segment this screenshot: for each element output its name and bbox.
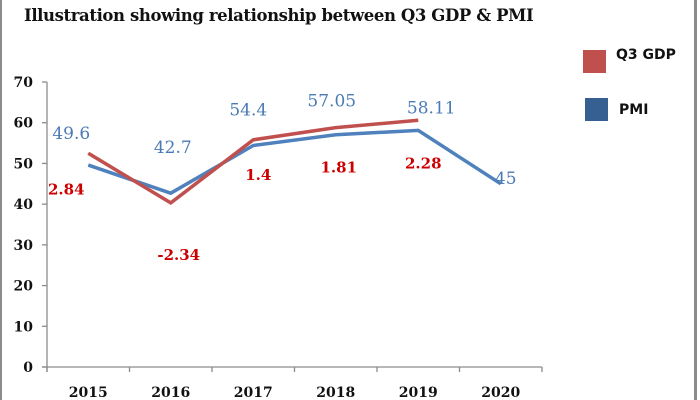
y-tick-label: 40 [14,197,34,213]
data-label-pmi: 49.6 [52,124,90,144]
y-tick-label: 50 [14,156,34,172]
x-tick-label: 2018 [316,385,355,400]
y-tick-label: 0 [23,360,33,376]
axes: 0 10 20 30 40 50 60 70 2015 2016 2017 2018 2019 2020 [14,75,543,400]
data-label-q3-gdp: 2.28 [405,154,442,172]
x-tick-label: 2015 [69,385,108,400]
series-line-pmi [87,128,502,196]
data-label-pmi: 57.05 [307,92,356,112]
data-label-q3-gdp: 1.4 [245,166,271,184]
series-line-q3-gdp [87,118,419,206]
chart-title: Illustration showing relationship betwee… [24,6,534,25]
y-tick-label: 60 [14,116,34,132]
data-label-q3-gdp: 1.81 [320,159,357,177]
x-tick-label: 2019 [399,385,438,400]
y-tick-label: 30 [14,238,34,254]
series-lines [87,118,502,206]
y-tick-label: 10 [14,319,34,335]
legend-swatch-q3-gdp [583,50,606,73]
data-label-q3-gdp: -2.34 [157,246,200,264]
data-label-pmi: 42.7 [154,138,192,158]
legend-swatch-pmi [585,98,608,121]
y-tick-label: 20 [14,279,34,295]
x-tick-label: 2016 [151,385,190,400]
data-labels: 2.84 -2.34 1.4 1.81 2.28 49.6 42.7 54.4 57.05 58.… [48,92,517,264]
legend-item-pmi: PMI [585,98,648,121]
legend-item-q3-gdp: Q3 GDP [583,46,676,73]
data-label-pmi: 45 [495,169,517,189]
data-label-q3-gdp: 2.84 [48,180,85,198]
x-tick-label: 2020 [481,385,520,400]
x-tick-label: 2017 [234,385,273,400]
data-label-pmi: 54.4 [229,101,267,121]
data-label-pmi: 58.11 [407,98,456,118]
y-tick-label: 70 [14,75,34,91]
legend-label-pmi: PMI [619,101,649,118]
legend-label-q3-gdp: Q3 GDP [616,46,676,63]
